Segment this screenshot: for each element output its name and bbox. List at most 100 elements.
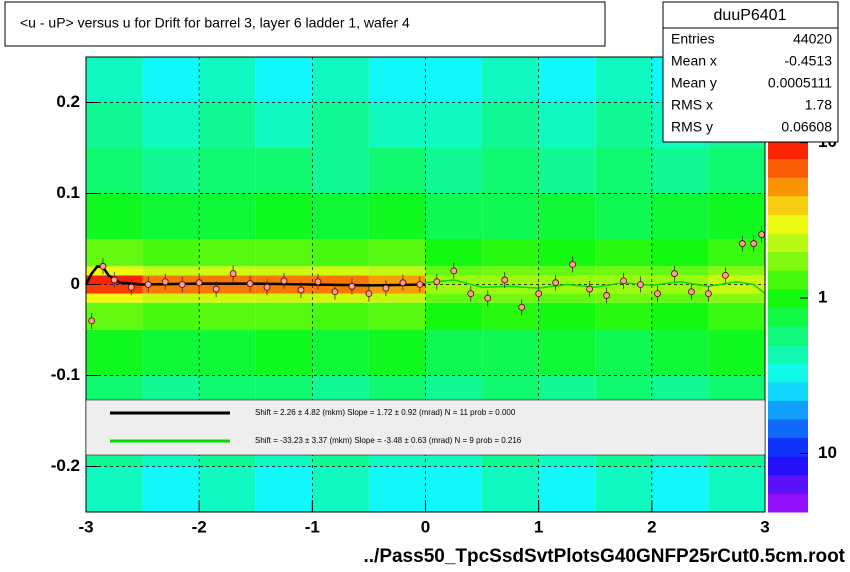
x-tick-label: 2 [647, 517, 656, 536]
palette-band [768, 177, 808, 197]
profile-point [365, 290, 373, 298]
heat-cell [368, 302, 426, 330]
heat-cell [651, 193, 709, 239]
heat-cell [86, 302, 143, 330]
heat-cell [595, 57, 652, 103]
z-tick-label: 10 [818, 443, 837, 462]
heat-cell [199, 293, 256, 303]
heat-cell [708, 284, 765, 294]
legend-box [85, 399, 766, 456]
profile-point [603, 292, 610, 299]
heat-cell [142, 330, 200, 376]
profile-point [110, 276, 118, 284]
heat-cell [368, 466, 426, 512]
heat-cell [595, 466, 652, 512]
heat-cell [312, 193, 369, 239]
heat-cell [255, 148, 313, 194]
palette-band [768, 158, 808, 178]
heat-cell [482, 102, 539, 148]
heat-cell [86, 330, 143, 376]
heat-cell [595, 284, 652, 294]
z-tick-label: 1 [818, 288, 827, 307]
heat-cell [142, 102, 200, 148]
y-tick-label: 0.1 [56, 183, 80, 202]
stats-key: Mean x [671, 53, 717, 69]
heat-cell [482, 284, 539, 294]
profile-point [738, 240, 746, 247]
heat-cell [255, 57, 313, 103]
heat-cell [142, 293, 200, 303]
heat-cell [538, 330, 596, 376]
heat-cell [482, 330, 539, 376]
profile-point [399, 279, 407, 287]
heat-cell [538, 302, 596, 330]
heat-cell [538, 284, 596, 294]
profile-point [721, 271, 729, 279]
heat-cell [425, 102, 483, 148]
heat-cell [199, 148, 256, 194]
heat-cell [86, 57, 143, 103]
palette-band [768, 381, 808, 401]
heat-cell [368, 102, 426, 148]
heat-cell [368, 148, 426, 194]
heat-cell [142, 239, 200, 267]
profile-point [229, 270, 237, 277]
heat-cell [199, 266, 256, 276]
heat-cell [255, 284, 313, 294]
heat-cell [368, 193, 426, 239]
y-tick-label: 0.2 [56, 92, 80, 111]
profile-point [758, 231, 766, 238]
heat-cell [312, 284, 369, 294]
profile-point [348, 282, 356, 290]
profile-point [144, 281, 152, 288]
stats-value: 0.0005111 [768, 75, 832, 91]
heat-cell [199, 330, 256, 376]
palette-band [768, 233, 808, 253]
heat-cell [425, 293, 483, 303]
stats-value: 1.78 [805, 97, 832, 113]
heat-cell [708, 193, 765, 239]
x-tick-label: 3 [760, 517, 769, 536]
palette-band [768, 474, 808, 494]
heat-cell [142, 466, 200, 512]
heat-cell [708, 275, 765, 285]
profile-point [246, 280, 254, 287]
heat-cell [312, 239, 369, 267]
heat-cell [142, 302, 200, 330]
heat-cell [199, 57, 256, 103]
heat-cell [651, 466, 709, 512]
heat-cell [199, 284, 256, 294]
profile-point [433, 278, 441, 286]
heat-cell [142, 57, 200, 103]
heat-cell [312, 466, 369, 512]
heat-cell [538, 193, 596, 239]
x-tick-label: -1 [305, 517, 320, 536]
y-tick-label: 0 [71, 274, 80, 293]
stats-key: RMS x [671, 97, 713, 113]
stats-key: Mean y [671, 75, 717, 91]
heat-cell [708, 302, 765, 330]
heat-cell [595, 239, 652, 267]
palette-band [768, 437, 808, 457]
heat-cell [425, 239, 483, 267]
stats-key: Entries [671, 31, 715, 47]
heat-cell [312, 302, 369, 330]
heat-cell [651, 239, 709, 267]
profile-point [161, 278, 169, 286]
heat-cell [86, 466, 143, 512]
profile-point [750, 240, 758, 247]
palette-band [768, 363, 808, 383]
fit-line [425, 279, 766, 295]
heat-cell [368, 330, 426, 376]
profile-point [178, 281, 186, 288]
palette-band [768, 400, 808, 420]
stats-box [662, 1, 839, 143]
palette-band [768, 326, 808, 346]
heat-cell [255, 302, 313, 330]
heat-cell [312, 57, 369, 103]
stats-value: -0.4513 [785, 53, 833, 69]
heat-cell [595, 266, 652, 276]
palette-band [768, 456, 808, 476]
profile-point [467, 290, 475, 298]
profile-point [637, 281, 644, 288]
